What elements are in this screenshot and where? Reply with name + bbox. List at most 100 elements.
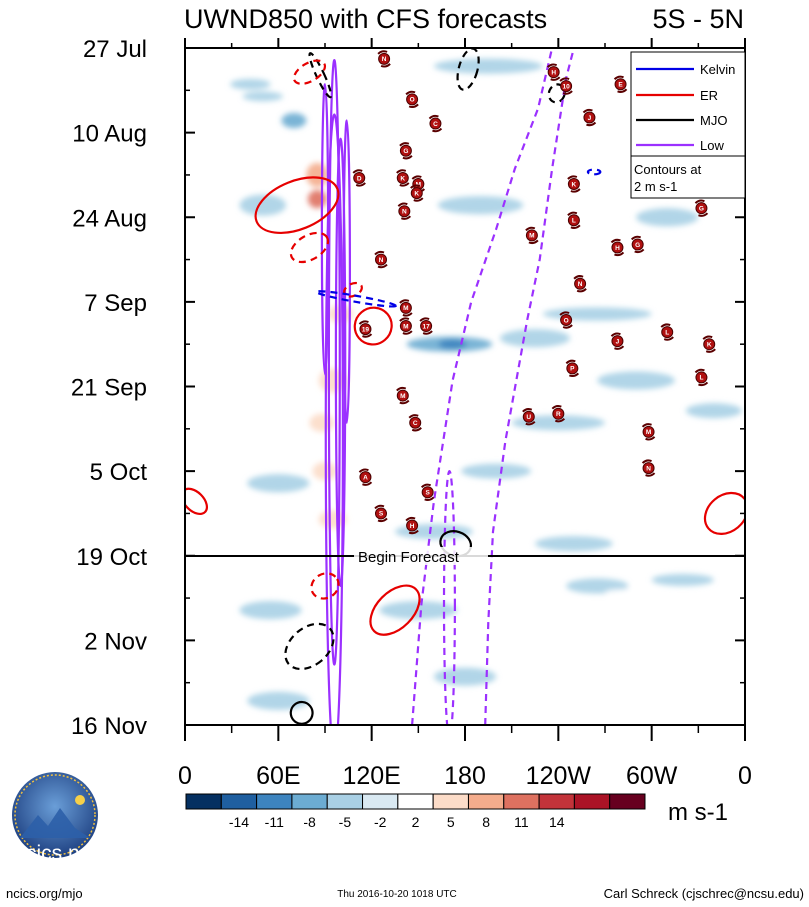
storm-arm-icon <box>570 188 581 193</box>
storm-arm-icon <box>420 483 432 489</box>
legend-box <box>630 51 746 199</box>
storm-arm-icon <box>573 275 584 280</box>
storm-arm-icon <box>408 414 419 419</box>
storm-arm-icon <box>411 427 422 432</box>
storm-marker: O <box>405 90 419 109</box>
storm-icon <box>429 117 442 130</box>
wind-anomaly-patch <box>566 578 629 594</box>
storm-icon <box>353 171 366 184</box>
y-tick-label: 19 Oct <box>76 544 147 571</box>
colorbar-tick-label: 8 <box>482 814 490 830</box>
wind-anomaly-patch <box>371 481 434 497</box>
storm-marker: 17 <box>419 317 433 335</box>
storm-marker: J <box>582 108 597 127</box>
storm-arm-icon <box>362 333 373 338</box>
wind-anomaly-patch <box>426 129 489 148</box>
storm-icon <box>560 314 573 327</box>
storm-icon <box>552 407 565 420</box>
storm-label: C <box>413 420 418 427</box>
storm-label: L <box>665 329 669 336</box>
storm-arm-icon <box>525 420 536 426</box>
storm-icon <box>547 66 560 79</box>
storm-marker: O <box>559 311 573 329</box>
colorbar-tick-label: 11 <box>514 814 529 830</box>
storm-arm-icon <box>377 50 388 55</box>
wind-anomaly-patch <box>281 112 307 129</box>
wind-anomaly-patch <box>558 64 621 80</box>
footer-url: ncics.org/mjo <box>6 886 83 901</box>
storm-icon <box>560 80 573 93</box>
legend: Kelvin ER MJO Low Contours at 2 m s-1 <box>630 51 746 199</box>
storm-marker: G <box>694 199 709 217</box>
kelvin-contour <box>315 290 398 308</box>
er-contour <box>289 231 330 264</box>
storm-arm-icon <box>422 330 433 335</box>
storm-icon <box>567 214 580 227</box>
storm-label: H <box>551 69 556 76</box>
low-contour <box>320 83 330 376</box>
storm-arm-icon <box>374 250 385 256</box>
storm-icon <box>574 277 587 290</box>
chart-title: UWND850 with CFS forecasts <box>184 4 547 34</box>
storm-marker: C <box>408 414 422 432</box>
x-axis: 0 60E 120E 180 120W 60W 0 <box>178 38 752 790</box>
low-contour <box>484 48 575 725</box>
storm-arm-icon <box>551 405 562 410</box>
wind-anomaly-patch <box>433 427 497 443</box>
storm-icon <box>396 171 409 184</box>
colorbar-units: m s-1 <box>668 799 728 826</box>
storm-marker: K <box>702 335 716 353</box>
storm-arm-icon <box>694 199 705 204</box>
storm-marker: P <box>565 359 580 378</box>
wind-anomaly-patch <box>239 601 302 620</box>
forecast-label-bg <box>354 547 488 565</box>
wind-anomaly-patch <box>675 258 738 274</box>
wind-anomaly-patch <box>480 239 559 256</box>
storm-label: R <box>556 411 561 418</box>
storm-label: M <box>400 393 405 400</box>
storm-arm-icon <box>402 155 413 160</box>
storm-arm-icon <box>614 251 625 257</box>
storm-icon <box>522 410 535 423</box>
storm-marker: N <box>377 50 391 68</box>
storm-marker: U <box>522 408 536 426</box>
storm-icon <box>375 507 387 520</box>
storm-arm-icon <box>614 345 625 350</box>
x-tick-label: 180 <box>444 762 486 790</box>
storm-marker: M <box>399 299 413 317</box>
wind-anomaly-patch <box>488 614 567 630</box>
legend-note-line1: Contours at <box>634 162 702 177</box>
wave-contours-layer <box>185 48 745 725</box>
wind-anomaly-patch <box>476 95 563 110</box>
wind-anomaly-patch <box>437 196 524 215</box>
storm-marker: G <box>399 142 413 160</box>
storm-marker: C <box>428 114 443 133</box>
colorbar-swatch <box>467 793 505 810</box>
storm-arm-icon <box>641 423 652 428</box>
storm-label: J <box>616 338 620 345</box>
legend-label-low: Low <box>700 138 724 153</box>
colorbar-tick-label: -5 <box>339 814 352 830</box>
storm-icon <box>695 202 708 215</box>
logo-mountain <box>20 808 90 838</box>
storm-arm-icon <box>362 481 373 486</box>
storm-arm-icon <box>399 142 410 147</box>
storm-arm-icon <box>610 238 621 244</box>
colorbar-tick-label: -2 <box>374 814 387 830</box>
storm-arm-icon <box>380 63 391 68</box>
storm-arm-icon <box>702 335 713 340</box>
x-tick-label: 60W <box>626 762 678 790</box>
wind-anomaly-patch <box>363 632 442 648</box>
storm-arm-icon <box>567 175 578 180</box>
colorbar-swatch <box>573 793 611 810</box>
storm-arm-icon <box>582 108 593 114</box>
wind-anomaly-patch <box>535 536 613 552</box>
region-label: 5S - 5N <box>652 4 744 34</box>
storm-icon <box>703 338 716 351</box>
storm-arm-icon <box>424 496 435 501</box>
storm-icon <box>631 238 644 251</box>
storm-marker: K <box>396 169 410 187</box>
storm-icon <box>359 323 372 336</box>
storm-icon <box>406 519 419 532</box>
wind-anomaly-patch <box>511 415 605 431</box>
